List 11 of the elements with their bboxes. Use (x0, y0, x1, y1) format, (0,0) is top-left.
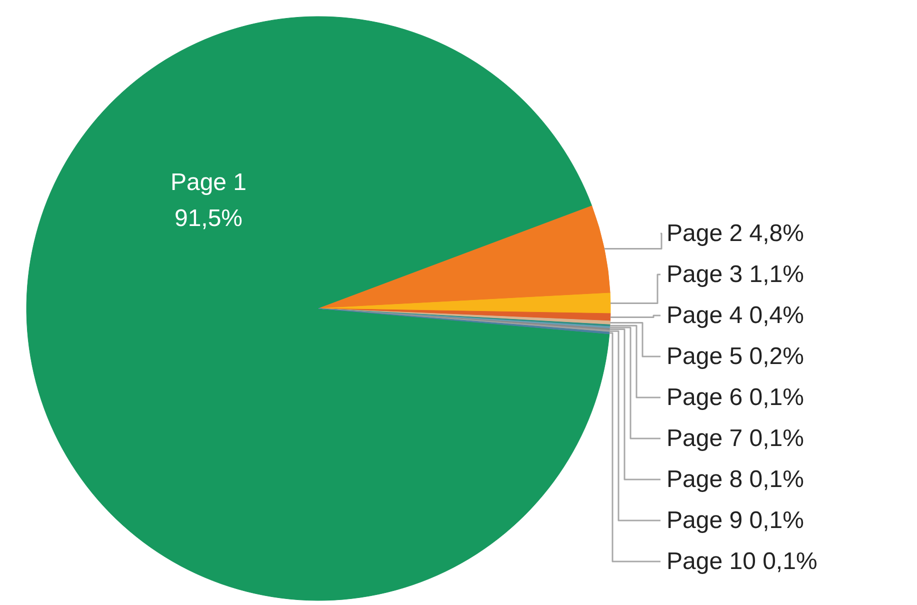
slice-label: Page 1 (170, 169, 247, 196)
slice-label: Page 8 0,1% (666, 466, 804, 493)
slice-label: Page 9 0,1% (666, 507, 804, 534)
slice-label: Page 3 1,1% (666, 261, 804, 288)
slice-label: Page 6 0,1% (666, 384, 804, 411)
slice-label: Page 7 0,1% (666, 425, 804, 452)
slice-label: Page 10 0,1% (666, 548, 818, 575)
data-label: 91,5% (174, 205, 243, 232)
slice-label: Page 2 4,8% (666, 220, 804, 247)
slice-label: Page 4 0,4% (666, 302, 804, 329)
slice-label: Page 5 0,2% (666, 343, 804, 370)
